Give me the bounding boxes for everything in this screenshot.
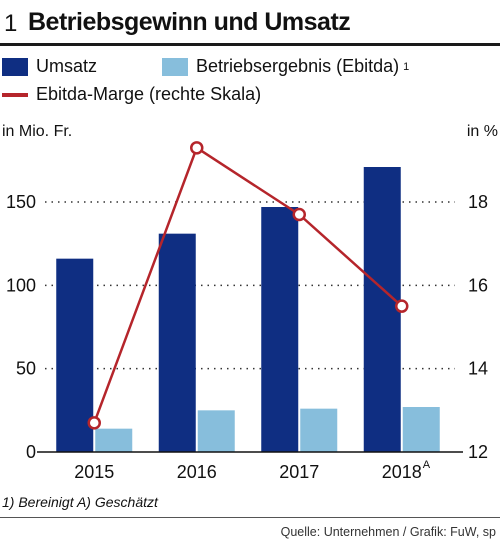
footnote: 1) Bereinigt A) Geschätzt bbox=[2, 494, 158, 510]
marge-point-2016 bbox=[190, 141, 204, 155]
legend-label-ebitda: Betriebsergebnis (Ebitda) bbox=[196, 56, 400, 76]
marge-point-2018 bbox=[395, 299, 409, 313]
chart-number: 1 bbox=[4, 10, 18, 37]
marge-point-2017 bbox=[292, 207, 306, 222]
bar-umsatz-2017 bbox=[261, 207, 299, 452]
x-tick-label-2018: 2018 bbox=[382, 462, 422, 482]
y-tick-label-150: 150 bbox=[6, 192, 36, 212]
bar-ebitda-2018 bbox=[402, 407, 440, 452]
legend-swatch-marge bbox=[2, 92, 28, 97]
bar-umsatz-2016 bbox=[158, 233, 196, 452]
y2-tick-label-12: 12 bbox=[468, 442, 488, 462]
legend-item-ebitda: Betriebsergebnis (Ebitda) 1 bbox=[162, 56, 409, 77]
bar-umsatz-2018 bbox=[363, 167, 401, 452]
x-tick-label-2015: 2015 bbox=[74, 462, 114, 482]
legend-item-marge: Ebitda-Marge (rechte Skala) bbox=[2, 84, 261, 105]
x-tick-label-2017: 2017 bbox=[279, 462, 319, 482]
legend-ebitda-superscript: 1 bbox=[403, 60, 410, 73]
y-tick-label-100: 100 bbox=[6, 275, 36, 295]
legend-swatch-ebitda bbox=[162, 57, 188, 76]
y2-tick-label-18: 18 bbox=[468, 192, 488, 212]
bar-ebitda-2016 bbox=[197, 410, 235, 452]
legend-label-marge: Ebitda-Marge (rechte Skala) bbox=[36, 84, 262, 104]
x-tick-superscript-2018: A bbox=[423, 459, 431, 471]
y2-tick-label-14: 14 bbox=[468, 359, 488, 379]
chart-plot: in Mio. Fr. in % 0 50 100 150 12 14 16 18 2015… bbox=[2, 123, 498, 482]
legend-label-umsatz: Umsatz bbox=[36, 56, 98, 76]
bar-ebitda-2015 bbox=[95, 428, 133, 452]
chart-title: Betriebsgewinn und Umsatz bbox=[28, 8, 351, 36]
bar-ebitda-2017 bbox=[300, 408, 338, 452]
legend-item-umsatz: Umsatz bbox=[2, 56, 97, 77]
legend-swatch-umsatz bbox=[2, 57, 28, 76]
x-tick-label-2016: 2016 bbox=[177, 462, 217, 482]
chart-header: 1 Betriebsgewinn und Umsatz bbox=[0, 2, 500, 40]
right-axis-unit: in % bbox=[467, 123, 498, 140]
footnote-rule bbox=[0, 517, 500, 518]
legend: Umsatz Betriebsergebnis (Ebitda) 1 Ebitd… bbox=[0, 52, 500, 112]
y-tick-label-0: 0 bbox=[26, 442, 36, 462]
marge-line bbox=[93, 145, 403, 424]
title-rule bbox=[0, 43, 500, 46]
marge-point-2015 bbox=[87, 416, 101, 430]
y2-tick-label-16: 16 bbox=[468, 275, 488, 295]
y-tick-label-50: 50 bbox=[16, 359, 36, 379]
bar-umsatz-2015 bbox=[56, 258, 94, 452]
source-credit: Quelle: Unternehmen / Grafik: FuW, sp bbox=[280, 525, 496, 539]
left-axis-unit: in Mio. Fr. bbox=[2, 123, 72, 140]
